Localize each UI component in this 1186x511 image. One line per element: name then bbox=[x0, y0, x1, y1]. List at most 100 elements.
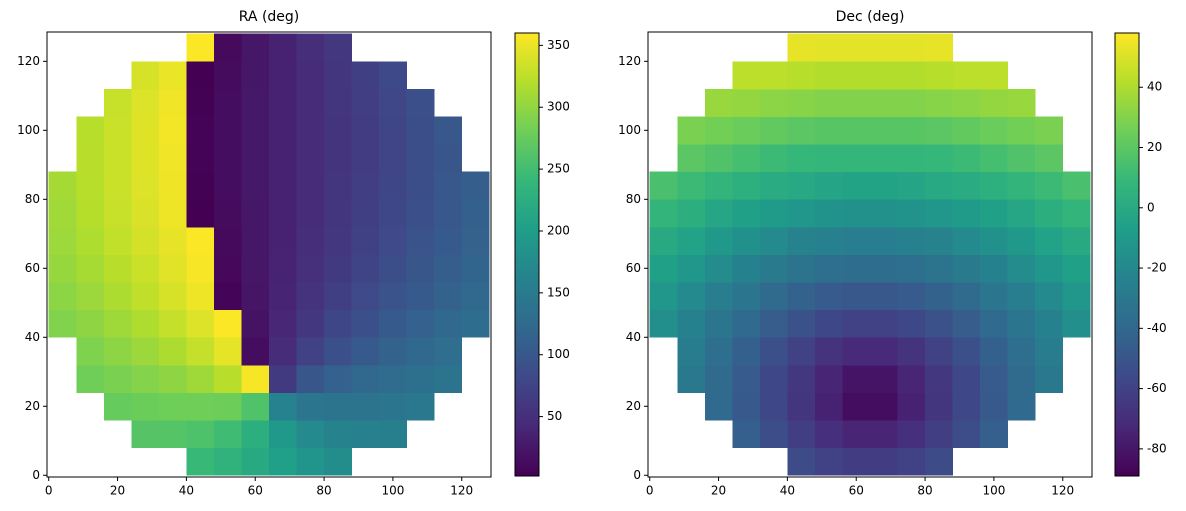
cell bbox=[952, 116, 981, 145]
colorbar-tick-label: -40 bbox=[1147, 321, 1167, 335]
cell bbox=[952, 282, 981, 311]
cell bbox=[131, 171, 160, 200]
cell bbox=[980, 144, 1009, 173]
cell bbox=[1062, 199, 1091, 228]
colorbar-tick-label: 50 bbox=[547, 409, 562, 423]
cell bbox=[980, 171, 1009, 200]
cell bbox=[461, 282, 490, 311]
cell bbox=[186, 199, 215, 228]
cell bbox=[103, 392, 132, 421]
cell bbox=[379, 364, 408, 393]
cell bbox=[103, 309, 132, 338]
cell bbox=[842, 309, 871, 338]
cell bbox=[870, 88, 898, 117]
cell bbox=[131, 254, 160, 283]
cell bbox=[296, 337, 325, 366]
cell bbox=[649, 226, 678, 255]
cell bbox=[213, 199, 242, 228]
cell bbox=[131, 364, 160, 393]
cell bbox=[241, 226, 270, 255]
cell bbox=[759, 199, 788, 228]
chart-title: Dec (deg) bbox=[836, 9, 905, 25]
cell bbox=[870, 420, 898, 449]
cell bbox=[241, 282, 270, 311]
cell bbox=[1035, 144, 1064, 173]
cell bbox=[324, 392, 353, 421]
cell bbox=[269, 61, 297, 90]
cell bbox=[870, 33, 898, 62]
cell bbox=[186, 33, 215, 62]
cell bbox=[842, 199, 871, 228]
cell bbox=[269, 447, 297, 476]
cell bbox=[677, 337, 706, 366]
cell bbox=[241, 309, 270, 338]
cell bbox=[925, 199, 954, 228]
x-tick-label: 80 bbox=[917, 484, 932, 498]
y-tick-label: 80 bbox=[25, 192, 40, 206]
cell bbox=[980, 337, 1009, 366]
cell bbox=[406, 254, 435, 283]
cell bbox=[649, 199, 678, 228]
colorbar-tick-label: 20 bbox=[1147, 140, 1162, 154]
cell bbox=[351, 337, 380, 366]
cell bbox=[952, 144, 981, 173]
cell bbox=[158, 88, 187, 117]
cell bbox=[186, 364, 215, 393]
cell bbox=[732, 116, 761, 145]
cell bbox=[213, 144, 242, 173]
cell bbox=[406, 116, 435, 145]
cell bbox=[213, 282, 242, 311]
cell bbox=[1007, 282, 1036, 311]
cell bbox=[897, 171, 926, 200]
cell bbox=[379, 337, 408, 366]
colorbar-tick-label: -20 bbox=[1147, 261, 1167, 275]
cell bbox=[842, 254, 871, 283]
cell bbox=[324, 226, 353, 255]
cell bbox=[704, 144, 733, 173]
cell bbox=[76, 254, 105, 283]
axes-frame bbox=[46, 31, 492, 478]
cell bbox=[787, 61, 816, 90]
cell bbox=[186, 420, 215, 449]
cell bbox=[842, 282, 871, 311]
cell bbox=[351, 144, 380, 173]
cell bbox=[1035, 309, 1064, 338]
cell bbox=[406, 199, 435, 228]
cell bbox=[213, 337, 242, 366]
cell bbox=[131, 226, 160, 255]
cell bbox=[925, 61, 954, 90]
cell bbox=[269, 282, 297, 311]
cell bbox=[732, 61, 761, 90]
cell bbox=[351, 364, 380, 393]
cell bbox=[296, 144, 325, 173]
cell bbox=[649, 254, 678, 283]
cell bbox=[952, 392, 981, 421]
cell bbox=[925, 337, 954, 366]
cell bbox=[952, 420, 981, 449]
cell bbox=[269, 33, 297, 62]
y-tick-label: 0 bbox=[32, 468, 40, 482]
cell bbox=[897, 88, 926, 117]
cell bbox=[897, 447, 926, 476]
cell bbox=[704, 171, 733, 200]
cell bbox=[980, 199, 1009, 228]
cell bbox=[76, 282, 105, 311]
cell bbox=[186, 61, 215, 90]
cell bbox=[76, 364, 105, 393]
cell bbox=[1035, 199, 1064, 228]
cell bbox=[241, 61, 270, 90]
cell bbox=[842, 171, 871, 200]
cell bbox=[980, 420, 1009, 449]
cell bbox=[103, 337, 132, 366]
cell bbox=[1035, 337, 1064, 366]
cell bbox=[677, 144, 706, 173]
cell bbox=[814, 144, 843, 173]
cell bbox=[434, 226, 463, 255]
cell bbox=[787, 447, 816, 476]
cell bbox=[296, 33, 325, 62]
cell bbox=[351, 226, 380, 255]
cell bbox=[103, 171, 132, 200]
cell bbox=[434, 254, 463, 283]
cell bbox=[213, 61, 242, 90]
cell bbox=[870, 171, 898, 200]
